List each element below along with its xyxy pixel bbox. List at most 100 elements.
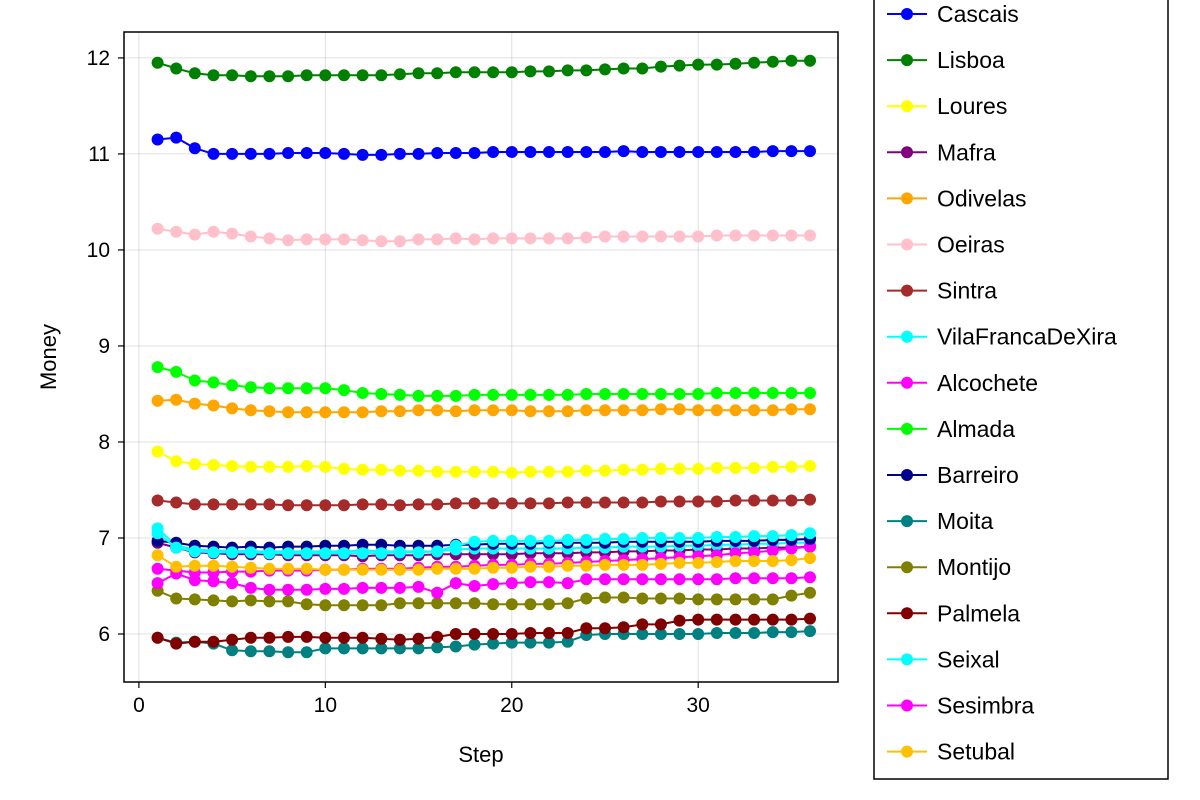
- legend-marker: [901, 745, 913, 758]
- data-point: [356, 563, 369, 576]
- data-point: [748, 530, 761, 543]
- data-point: [170, 62, 183, 75]
- legend-marker: [901, 284, 913, 297]
- data-point: [412, 233, 425, 246]
- data-point: [375, 642, 388, 655]
- data-point: [636, 496, 649, 509]
- data-point: [505, 534, 518, 547]
- data-point: [505, 636, 518, 649]
- data-point: [207, 594, 220, 607]
- legend-item-odivelas: Odivelas: [887, 185, 1026, 211]
- data-point: [282, 646, 295, 659]
- data-point: [804, 493, 816, 506]
- data-point: [226, 460, 239, 472]
- data-point: [393, 235, 406, 248]
- data-point: [226, 546, 239, 559]
- data-point: [673, 628, 686, 640]
- data-point: [468, 628, 481, 640]
- data-point: [319, 563, 332, 576]
- data-point: [170, 393, 183, 406]
- data-point: [319, 147, 332, 159]
- data-point: [449, 597, 462, 610]
- data-point: [636, 558, 649, 571]
- y-tick-label: 6: [98, 623, 110, 646]
- data-point: [692, 462, 705, 475]
- data-point: [468, 535, 481, 548]
- data-point: [338, 462, 350, 475]
- data-point: [692, 230, 705, 243]
- data-point: [766, 626, 779, 639]
- legend-marker: [901, 376, 913, 389]
- data-point: [654, 146, 667, 158]
- data-point: [710, 531, 723, 543]
- data-point: [300, 69, 313, 82]
- legend-marker: [901, 561, 913, 574]
- data-point: [356, 631, 369, 644]
- data-point: [282, 562, 295, 575]
- data-point: [244, 581, 257, 594]
- data-point: [692, 613, 705, 626]
- data-point: [710, 146, 723, 158]
- data-point: [356, 538, 369, 551]
- data-point: [804, 229, 816, 242]
- data-point: [356, 387, 369, 399]
- data-point: [393, 68, 406, 81]
- data-point: [263, 147, 276, 160]
- legend-label: Barreiro: [937, 462, 1019, 488]
- data-point: [785, 589, 798, 602]
- data-point: [468, 147, 481, 159]
- data-point: [207, 376, 220, 389]
- data-point: [338, 547, 350, 560]
- data-point: [748, 387, 761, 399]
- data-point: [766, 555, 779, 567]
- data-point: [375, 581, 388, 594]
- data-point: [636, 463, 649, 476]
- data-point: [226, 379, 239, 392]
- data-point: [692, 388, 705, 400]
- data-point: [263, 405, 276, 418]
- legend-marker: [901, 192, 913, 205]
- data-point: [804, 612, 816, 625]
- data-point: [393, 388, 406, 401]
- data-point: [263, 562, 276, 575]
- data-point: [487, 146, 500, 158]
- data-point: [393, 147, 406, 160]
- data-point: [468, 497, 481, 510]
- data-point: [580, 464, 593, 477]
- data-point: [151, 445, 164, 458]
- data-point: [748, 56, 761, 69]
- data-point: [561, 627, 574, 639]
- legend-label: Odivelas: [937, 185, 1026, 211]
- data-point: [654, 230, 667, 243]
- data-point: [654, 618, 667, 631]
- data-point: [226, 560, 239, 573]
- data-point: [338, 631, 350, 644]
- data-point: [282, 382, 295, 395]
- data-point: [300, 547, 313, 560]
- data-point: [766, 229, 779, 242]
- data-point: [785, 460, 798, 473]
- data-point: [188, 397, 201, 410]
- data-point: [748, 593, 761, 606]
- data-point: [282, 583, 295, 596]
- data-point: [785, 554, 798, 567]
- legend-label: VilaFrancaDeXira: [937, 324, 1117, 350]
- data-point: [412, 389, 425, 402]
- data-point: [505, 577, 518, 590]
- data-point: [263, 645, 276, 658]
- data-point: [151, 577, 164, 590]
- data-point: [710, 593, 723, 606]
- data-point: [412, 580, 425, 593]
- data-point: [319, 499, 332, 512]
- data-point: [505, 561, 518, 574]
- data-point: [673, 573, 686, 586]
- data-point: [188, 142, 201, 155]
- data-point: [561, 559, 574, 572]
- y-axis-title: Money: [36, 324, 61, 390]
- series-oeiras: [151, 222, 816, 248]
- data-point: [375, 69, 388, 82]
- data-point: [393, 563, 406, 576]
- legend-item-vilafrancadexira: VilaFrancaDeXira: [887, 324, 1117, 350]
- data-point: [785, 572, 798, 585]
- data-point: [412, 597, 425, 610]
